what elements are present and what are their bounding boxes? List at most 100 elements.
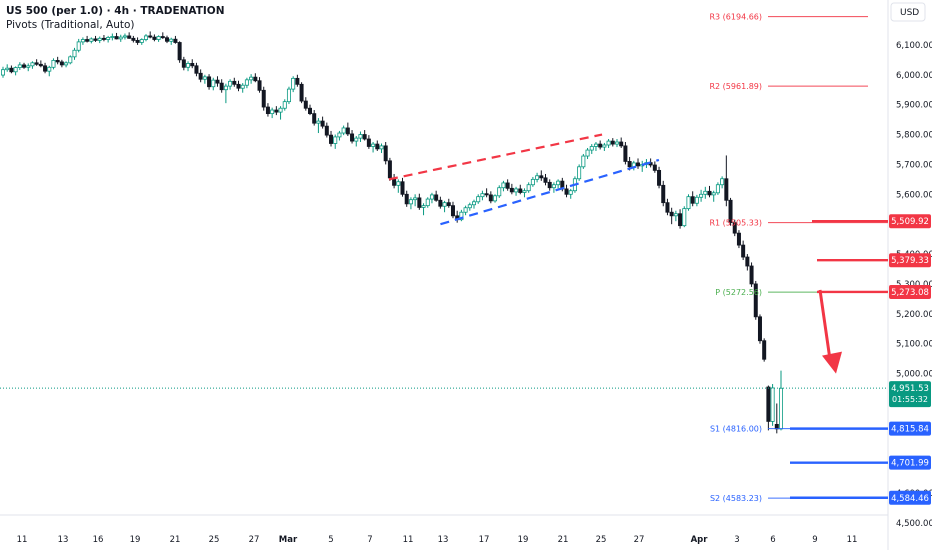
candle-body xyxy=(135,40,140,43)
candle-body xyxy=(614,141,619,145)
candle-body xyxy=(93,38,98,41)
pivot-label-p: P (5272.56) xyxy=(715,288,762,297)
x-tick-label: 3 xyxy=(734,535,739,545)
candle-body xyxy=(303,100,308,109)
symbol-title[interactable]: US 500 (per 1.0) · 4h · TRADENATION xyxy=(6,5,225,17)
candle-body xyxy=(551,184,556,189)
candle-body xyxy=(543,177,548,183)
candle-body xyxy=(232,80,237,85)
candle-body xyxy=(261,89,266,108)
x-tick-label: 7 xyxy=(367,535,372,545)
candle-body xyxy=(274,109,279,113)
candle-body xyxy=(741,244,746,258)
candle-body xyxy=(530,178,535,186)
candle-body xyxy=(156,36,161,40)
candle-body xyxy=(30,62,35,67)
candle-body xyxy=(459,211,464,221)
candle-body xyxy=(766,386,771,422)
candle-body xyxy=(400,181,405,195)
candle-body xyxy=(564,188,569,195)
currency-label: USD xyxy=(900,8,919,18)
x-tick-label: 11 xyxy=(847,535,858,545)
y-tick-label: 5,200.00 xyxy=(896,310,932,320)
candle-body xyxy=(207,76,212,88)
candle-body xyxy=(97,37,102,41)
x-tick-label: 11 xyxy=(403,535,414,545)
candle-body xyxy=(745,256,750,267)
candle-body xyxy=(307,107,312,115)
candle-body xyxy=(762,340,767,360)
x-tick-label: 25 xyxy=(596,535,607,545)
candle-body xyxy=(43,65,48,72)
candle-body xyxy=(383,145,388,162)
candle-body xyxy=(425,198,430,207)
candle-body xyxy=(501,182,506,189)
x-tick-label: 27 xyxy=(249,535,260,545)
level-tag xyxy=(889,284,931,299)
candle-body xyxy=(202,76,207,80)
candle-body xyxy=(0,69,6,76)
pivot-label-r3: R3 (6194.66) xyxy=(709,13,762,22)
candle-body xyxy=(387,160,392,179)
candle-body xyxy=(724,178,729,201)
candle-body xyxy=(581,155,586,168)
candle-body xyxy=(270,109,275,115)
candle-body xyxy=(350,133,355,142)
last-price-label: 4,951.53 xyxy=(891,384,929,394)
candle-body xyxy=(152,36,157,40)
candle-body xyxy=(26,65,31,68)
forecast-arrow-head xyxy=(822,351,842,374)
level-tag-label: 5,509.92 xyxy=(891,217,929,227)
candle-body xyxy=(749,265,754,285)
candle-body xyxy=(253,76,258,82)
candle-body xyxy=(421,205,426,208)
candle-body xyxy=(699,193,704,198)
indicator-title[interactable]: Pivots (Traditional, Auto) xyxy=(6,19,135,31)
candle-body xyxy=(76,41,81,51)
y-tick-label: 5,100.00 xyxy=(896,340,932,350)
candle-body xyxy=(404,193,409,205)
candle-body xyxy=(324,125,329,136)
candle-body xyxy=(354,137,359,142)
y-tick-label: 5,900.00 xyxy=(896,101,932,111)
candle-body xyxy=(362,134,367,140)
candle-body xyxy=(686,196,691,210)
candle-body xyxy=(589,146,594,151)
candle-body xyxy=(257,80,262,91)
countdown-label: 01:55:32 xyxy=(892,395,928,404)
candle-body xyxy=(5,67,10,71)
candle-body xyxy=(13,67,18,73)
level-tag xyxy=(889,455,931,470)
candle-body xyxy=(577,166,582,180)
candle-body xyxy=(715,184,720,194)
candle-body xyxy=(484,193,489,196)
x-tick-label: Apr xyxy=(691,535,709,545)
candle-body xyxy=(606,140,611,146)
x-tick-label: 6 xyxy=(770,535,775,545)
candle-body xyxy=(467,204,472,209)
candle-body xyxy=(379,145,384,150)
candle-body xyxy=(682,208,687,227)
candle-body xyxy=(753,283,758,318)
candle-body xyxy=(619,141,624,147)
candle-body xyxy=(593,143,598,147)
x-tick-label: 16 xyxy=(93,535,104,545)
x-tick-label: 17 xyxy=(479,535,490,545)
trend-line-upper xyxy=(388,133,603,181)
candle-body xyxy=(413,197,418,201)
candle-body xyxy=(34,62,39,65)
candle-body xyxy=(547,181,552,189)
candle-body xyxy=(190,63,195,67)
candle-body xyxy=(215,79,220,84)
candle-body xyxy=(143,35,148,40)
level-tag-label: 5,273.08 xyxy=(891,288,929,298)
candle-body xyxy=(249,76,254,81)
candle-body xyxy=(169,38,174,42)
candle-body xyxy=(505,182,510,189)
candle-body xyxy=(110,36,115,38)
candle-body xyxy=(463,207,468,213)
x-tick-label: 11 xyxy=(17,535,28,545)
candle-body xyxy=(186,63,191,68)
candle-body xyxy=(720,178,725,186)
